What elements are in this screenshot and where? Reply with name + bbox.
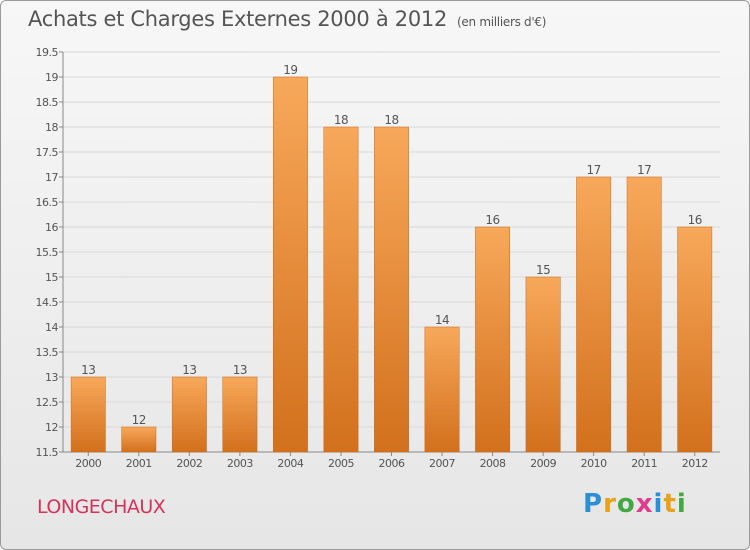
- bar: [525, 276, 561, 453]
- data-label: 14: [435, 313, 449, 327]
- y-tick-label: 18.5: [36, 96, 59, 109]
- data-label: 18: [384, 113, 398, 127]
- logo-letter: x: [635, 489, 654, 519]
- x-tick-label: 2012: [682, 457, 708, 470]
- x-tick-label: 2010: [581, 457, 607, 470]
- data-label: 19: [283, 63, 297, 77]
- x-tick-label: 2000: [75, 457, 101, 470]
- city-name: LONGECHAUX: [37, 496, 166, 518]
- x-tick-label: 2011: [631, 457, 657, 470]
- data-label: 15: [536, 263, 550, 277]
- logo-letter: i: [653, 489, 664, 519]
- data-label: 16: [485, 213, 499, 227]
- data-label: 12: [132, 413, 146, 427]
- y-tick-label: 19.5: [36, 46, 59, 59]
- data-label: 13: [182, 363, 196, 377]
- bar: [121, 426, 157, 453]
- chart-subtitle: (en milliers d'€): [457, 15, 547, 29]
- y-tick-label: 15: [45, 271, 58, 284]
- x-tick-label: 2002: [176, 457, 202, 470]
- bar: [424, 326, 460, 453]
- bar: [272, 76, 308, 453]
- y-tick-label: 12.5: [36, 396, 59, 409]
- y-tick-label: 19: [45, 71, 58, 84]
- y-tick-label: 17: [45, 171, 58, 184]
- y-tick-label: 15.5: [36, 246, 59, 259]
- data-labels: 13 12 13 13 19 18 18 14 16 15 17 17 16: [81, 63, 702, 427]
- chart-title: Achats et Charges Externes 2000 à 2012: [28, 7, 448, 31]
- data-label: 13: [81, 363, 95, 377]
- bars: [70, 76, 713, 453]
- bar: [677, 226, 713, 453]
- proxiti-logo: Proxiti: [583, 489, 687, 519]
- y-tick-label: 14.5: [36, 296, 59, 309]
- x-tick-label: 2006: [379, 457, 405, 470]
- data-label: 13: [233, 363, 247, 377]
- x-tick-labels: 2000 2001 2002 2003 2004 2005 2006 2007 2008 2009…: [75, 457, 708, 470]
- x-tick-label: 2001: [126, 457, 152, 470]
- y-tick-label: 13.5: [36, 346, 59, 359]
- x-tick-label: 2005: [328, 457, 354, 470]
- x-tick-label: 2009: [530, 457, 556, 470]
- bar: [222, 376, 258, 453]
- x-tick-label: 2004: [277, 457, 303, 470]
- data-label: 18: [334, 113, 348, 127]
- bar: [475, 226, 511, 453]
- logo-letter: i: [676, 489, 687, 519]
- y-tick-label: 14: [45, 321, 58, 334]
- y-tick-label: 17.5: [36, 146, 59, 159]
- data-label: 17: [587, 163, 601, 177]
- y-tick-label: 12: [45, 421, 58, 434]
- logo-letter: t: [663, 489, 677, 519]
- bar: [576, 176, 612, 453]
- data-label: 16: [688, 213, 702, 227]
- bar: [171, 376, 207, 453]
- logo-letter: r: [603, 489, 617, 519]
- bar: [323, 126, 359, 453]
- y-tick-label: 16.5: [36, 196, 59, 209]
- y-tick-labels: 11.5 12 12.5 13 13.5 14 14.5 15 15.5 16 16.5 17 17.5…: [36, 46, 59, 459]
- data-label: 17: [637, 163, 651, 177]
- y-tick-label: 13: [45, 371, 58, 384]
- y-tick-label: 18: [45, 121, 58, 134]
- chart-title-block: Achats et Charges Externes 2000 à 2012 (e…: [28, 7, 546, 31]
- x-tick-label: 2003: [227, 457, 253, 470]
- logo-letter: o: [616, 489, 636, 519]
- y-tick-label: 11.5: [36, 446, 59, 459]
- x-tick-label: 2007: [429, 457, 455, 470]
- y-tick-label: 16: [45, 221, 58, 234]
- logo-letter: P: [583, 489, 604, 519]
- bar: [70, 376, 106, 453]
- bar: [626, 176, 662, 453]
- x-tick-label: 2008: [480, 457, 506, 470]
- bar: [374, 126, 409, 453]
